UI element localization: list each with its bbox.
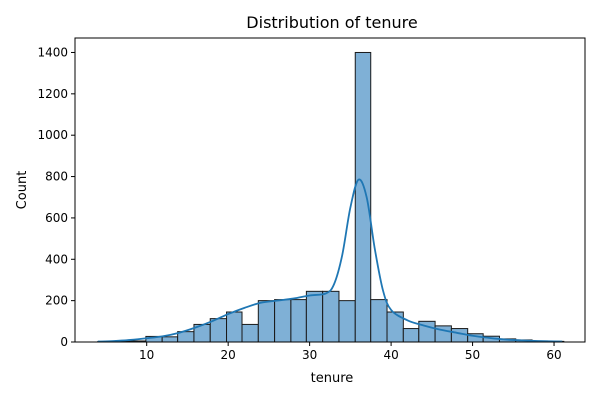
y-tick-label: 800 — [45, 170, 68, 184]
histogram-bar — [339, 301, 355, 342]
histogram-bar — [275, 300, 291, 342]
histogram-bars — [98, 52, 564, 342]
histogram-bar — [306, 291, 322, 342]
y-tick-label: 600 — [45, 211, 68, 225]
y-tick-label: 400 — [45, 252, 68, 266]
x-tick-label: 10 — [139, 348, 154, 362]
x-tick-label: 40 — [383, 348, 398, 362]
y-tick-label: 1200 — [37, 87, 68, 101]
y-tick-label: 1000 — [37, 128, 68, 142]
y-tick-label: 0 — [60, 335, 68, 349]
chart-title: Distribution of tenure — [246, 13, 417, 32]
x-axis-label: tenure — [311, 371, 354, 386]
histogram-bar — [227, 312, 242, 342]
y-axis-ticks: 0 200 400 600 800 1000 1200 1400 — [37, 45, 75, 349]
histogram-bar — [403, 329, 418, 342]
histogram-bar — [323, 291, 339, 342]
x-tick-label: 30 — [302, 348, 317, 362]
histogram-bar — [210, 319, 226, 342]
histogram-bar — [355, 52, 370, 342]
x-axis-ticks: 10 20 30 40 50 60 — [139, 342, 562, 362]
y-axis-label: Count — [15, 171, 30, 210]
x-tick-label: 20 — [221, 348, 236, 362]
x-tick-label: 60 — [546, 348, 561, 362]
x-tick-label: 50 — [465, 348, 480, 362]
y-tick-label: 200 — [45, 294, 68, 308]
histogram-bar — [162, 337, 177, 342]
y-tick-label: 1400 — [37, 45, 68, 59]
histogram-bar — [371, 300, 387, 342]
histogram-bar — [291, 300, 306, 342]
histogram-bar — [242, 324, 258, 342]
histogram-bar — [258, 301, 274, 342]
